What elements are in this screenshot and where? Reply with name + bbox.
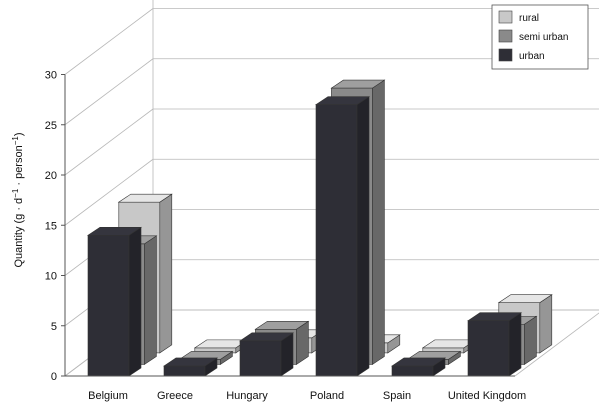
gridline-left-30 <box>64 8 154 75</box>
bar-side-face <box>372 79 385 366</box>
legend-swatch-rural <box>498 10 513 24</box>
legend: rural semi urban urban <box>491 4 589 70</box>
bar-urban-spain <box>391 357 446 377</box>
bar-urban-belgium <box>87 226 142 377</box>
bar-side-face <box>128 226 142 377</box>
x-tick-label: Poland <box>310 390 344 402</box>
bar-top-face <box>315 96 370 105</box>
y-axis-title: Quantity (g · d−1 · person−1) <box>11 132 25 267</box>
gridline-left-20 <box>64 108 154 176</box>
x-tick-label: Belgium <box>88 390 128 402</box>
y-tick-label: 20 <box>45 170 57 182</box>
bar-front-face <box>87 235 130 377</box>
bar-side-face <box>356 96 370 377</box>
bar-top-face <box>497 294 553 303</box>
bar-top-face <box>254 320 310 330</box>
bar-top-face <box>239 332 294 342</box>
bar-front-face <box>391 365 434 377</box>
y-tick-label: 10 <box>45 271 57 283</box>
bar-urban-hungary <box>239 332 294 377</box>
legend-label-semi-urban: semi urban <box>519 32 568 43</box>
y-tick-label: 15 <box>45 220 57 232</box>
legend-swatch-urban <box>498 48 513 62</box>
bar-side-face <box>159 193 173 354</box>
bar-side-face <box>524 315 537 366</box>
bar-side-face <box>539 294 553 354</box>
x-tick-label: United Kingdom <box>448 390 526 402</box>
bars <box>87 79 553 377</box>
x-tick-label: Greece <box>157 390 193 402</box>
y-tick-label: 25 <box>45 120 57 132</box>
y-tick-label: 30 <box>45 70 57 82</box>
bar-top-face <box>467 312 522 322</box>
bar-side-face <box>508 312 522 377</box>
x-tick-label: Hungary <box>226 390 268 402</box>
floor-right-edge <box>514 312 599 377</box>
legend-label-urban: urban <box>519 51 545 62</box>
bar-side-face <box>144 235 157 366</box>
bar-top-face <box>163 357 218 367</box>
gridline-left-15 <box>64 158 154 226</box>
legend-label-rural: rural <box>519 13 539 24</box>
bar-front-face <box>467 320 510 377</box>
x-tick-label: Spain <box>383 390 411 402</box>
legend-swatch-semi-urban <box>498 29 513 43</box>
bar-urban-united-kingdom <box>467 312 522 377</box>
bar-top-face <box>330 79 386 89</box>
bar-urban-greece <box>163 357 218 377</box>
axes: 0 5 10 15 20 25 30 Belgium Greece Hungary Poland Sp… <box>45 70 526 403</box>
bar-top-face <box>117 193 173 203</box>
y-tick-label: 5 <box>51 321 57 333</box>
bar-urban-poland <box>315 96 370 377</box>
bar-top-face <box>391 357 446 367</box>
y-tick-label: 0 <box>51 371 57 383</box>
gridline-left-25 <box>64 58 154 126</box>
bar-front-face <box>239 340 282 377</box>
bar-front-face <box>315 104 358 377</box>
bar-front-face <box>163 365 206 377</box>
bar-top-face <box>87 227 142 236</box>
